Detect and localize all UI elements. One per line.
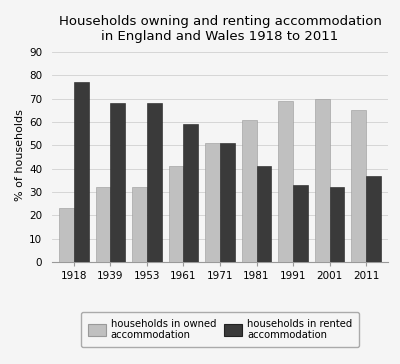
Bar	[352, 110, 366, 262]
Bar	[169, 166, 184, 262]
Bar	[256, 166, 271, 262]
Bar	[132, 187, 147, 262]
Bar	[315, 99, 330, 262]
Bar	[293, 185, 308, 262]
Bar	[96, 187, 110, 262]
Bar	[278, 101, 293, 262]
Bar	[366, 176, 381, 262]
Y-axis label: % of households: % of households	[15, 109, 25, 201]
Bar	[205, 143, 220, 262]
Bar	[59, 208, 74, 262]
Legend: households in owned
accommodation, households in rented
accommodation: households in owned accommodation, house…	[81, 312, 359, 347]
Bar	[220, 143, 235, 262]
Bar	[184, 124, 198, 262]
Bar	[242, 120, 256, 262]
Bar	[110, 103, 125, 262]
Bar	[74, 82, 88, 262]
Bar	[147, 103, 162, 262]
Title: Households owning and renting accommodation
in England and Wales 1918 to 2011: Households owning and renting accommodat…	[58, 15, 382, 43]
Bar	[330, 187, 344, 262]
